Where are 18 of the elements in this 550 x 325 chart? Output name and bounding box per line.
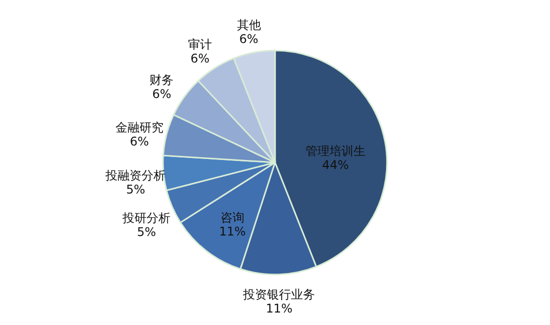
slice-label: 管理培训生 [306, 144, 366, 158]
data-label: 11% [219, 224, 246, 238]
data-label: 6% [152, 87, 172, 102]
data-label: 6% [239, 32, 258, 46]
slice-label: 金融研究 [115, 120, 164, 135]
data-label: 11% [266, 301, 292, 316]
data-label: 44% [322, 158, 349, 172]
data-label: 5% [136, 225, 156, 240]
slice-label: 财务 [150, 73, 174, 88]
slice-label: 投研分析 [122, 211, 171, 226]
slice-label: 咨询 [220, 210, 244, 224]
data-label: 6% [130, 134, 149, 149]
slice-label: 其他 [236, 18, 261, 32]
data-label: 5% [126, 182, 146, 197]
slice-label: 投融资分析 [104, 168, 166, 183]
slice-label: 投资银行业务 [242, 287, 316, 302]
slice-label: 审计 [188, 37, 212, 52]
data-label: 6% [190, 51, 210, 66]
